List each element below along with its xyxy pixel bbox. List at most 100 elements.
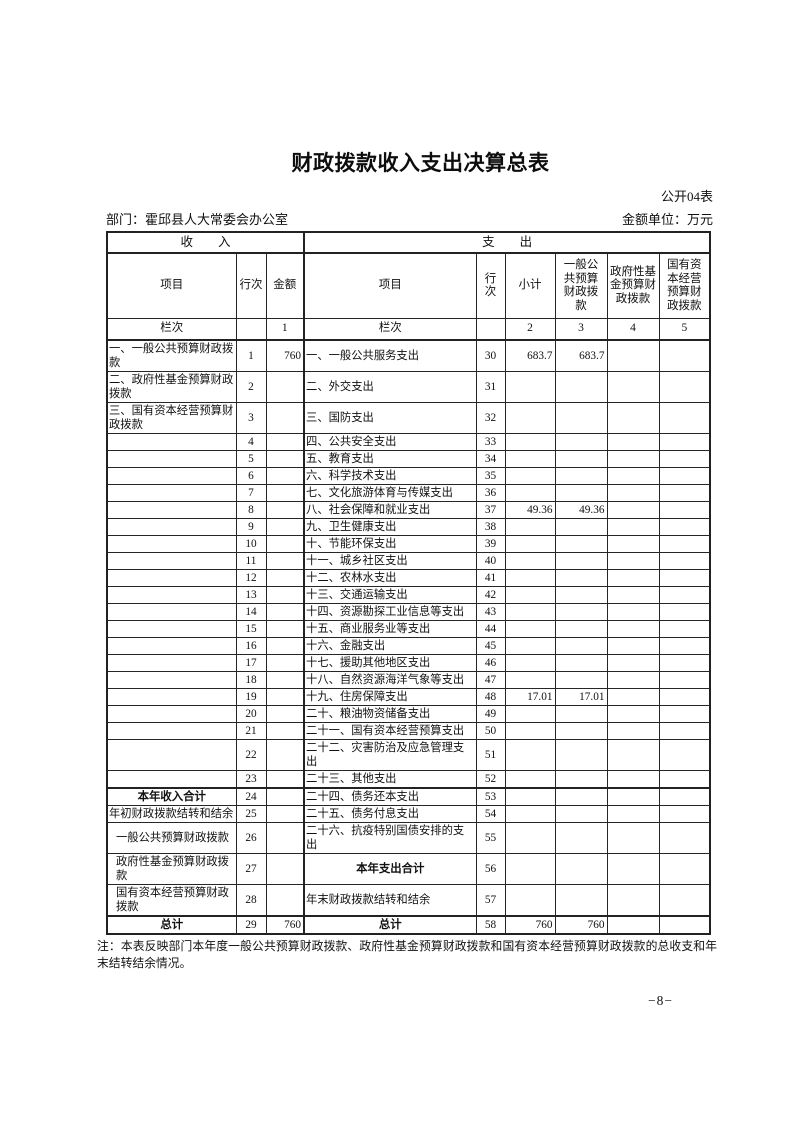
income-amount-cell [265,884,305,917]
general-budget-cell [554,450,608,468]
income-item-cell [106,535,237,553]
income-item-header: 项目 [106,252,237,319]
page-title: 财政拨款收入支出决算总表 [291,152,550,175]
subtotal-cell [504,620,556,638]
income-amount-cell [265,402,305,434]
table-row: 8 八、社会保障和就业支出 37 49.36 49.36 [106,501,711,519]
expense-item-cell: 八、社会保障和就业支出 [303,501,477,519]
table-container: 收 入 支 出 项目 行次 金额 项目 行 次 小计 一般公 共预算 财政拨 款… [97,231,717,971]
expense-item-cell: 十九、住房保障支出 [303,688,477,706]
income-item-cell [106,637,237,655]
table-row: 15 十五、商业服务业等支出 44 [106,620,711,638]
income-amount-cell [265,739,305,771]
table-row: 本年收入合计 24 二十四、债务还本支出 53 [106,787,711,806]
general-budget-cell [554,569,608,587]
income-amount-cell [265,518,305,536]
income-line-cell: 9 [235,518,267,536]
income-line-cell: 11 [235,552,267,570]
state-capital-cell [658,402,711,434]
expense-line-cell: 45 [475,637,506,655]
income-amount-cell [265,371,305,403]
income-amount-cell [265,787,305,806]
income-item-cell [106,450,237,468]
general-budget-cell [554,402,608,434]
state-capital-cell [658,569,711,587]
subtotal-cell [504,484,556,502]
income-line-cell: 21 [235,722,267,740]
income-line-cell: 15 [235,620,267,638]
income-line-cell: 29 [235,915,267,935]
gov-fund-cell [606,654,660,672]
income-item-cell: 本年收入合计 [106,787,237,806]
general-budget-cell: 760 [554,915,608,935]
income-item-cell [106,501,237,519]
expense-line-cell: 43 [475,603,506,621]
subtotal-cell [504,371,556,403]
expense-item-cell: 二十四、债务还本支出 [303,787,477,806]
income-item-cell [106,586,237,604]
income-item-cell: 三、国有资本经营预算财政拨款 [106,402,237,434]
table-row: 12 十二、农林水支出 41 [106,569,711,587]
state-capital-cell [658,535,711,553]
subtotal-cell [504,671,556,689]
income-line-cell: 18 [235,671,267,689]
expense-line-cell: 42 [475,586,506,604]
expense-item-cell: 七、文化旅游体育与传媒支出 [303,484,477,502]
state-capital-cell [658,371,711,403]
general-budget-cell [554,884,608,917]
income-amount-cell [265,722,305,740]
state-capital-cell [658,552,711,570]
gov-fund-cell [606,467,660,485]
table-row: 一、一般公共预算财政拨款 1 760 一、一般公共服务支出 30 683.7 683.7 [106,339,711,372]
expense-line-cell: 54 [475,805,506,823]
general-budget-cell [554,586,608,604]
form-code-label: 公开04表 [660,189,713,204]
income-item-cell [106,705,237,723]
table-row: 9 九、卫生健康支出 38 [106,518,711,536]
general-budget-cell [554,371,608,403]
state-capital-cell [658,433,711,451]
lanci-col-5: 5 [658,318,711,341]
income-line-cell: 5 [235,450,267,468]
table-row: 国有资本经营预算财政拨款 28 年末财政拨款结转和结余 57 [106,884,711,917]
department-label: 部门：霍邱县人大常委会办公室 [106,212,289,227]
general-budget-cell [554,853,608,885]
gov-fund-cell [606,915,660,935]
expense-item-cell: 十八、自然资源海洋气象等支出 [303,671,477,689]
general-budget-cell [554,654,608,672]
state-capital-cell [658,339,711,372]
expense-item-cell: 二十一、国有资本经营预算支出 [303,722,477,740]
income-line-cell: 7 [235,484,267,502]
income-line-cell: 6 [235,467,267,485]
gov-fund-cell [606,705,660,723]
income-item-cell: 总计 [106,915,237,935]
income-item-cell [106,620,237,638]
gov-fund-cell [606,770,660,789]
expense-line-cell: 52 [475,770,506,789]
subtotal-cell [504,853,556,885]
gov-fund-cell [606,484,660,502]
expense-line-cell: 49 [475,705,506,723]
general-budget-cell [554,739,608,771]
income-line-cell: 2 [235,371,267,403]
general-budget-cell [554,637,608,655]
gov-fund-cell [606,722,660,740]
general-budget-cell [554,770,608,789]
state-capital-cell [658,770,711,789]
expense-item-cell: 总计 [303,915,477,935]
general-budget-header: 一般公 共预算 财政拨 款 [554,252,608,319]
expense-line-cell: 33 [475,433,506,451]
income-amount-cell [265,501,305,519]
lanci-col-4: 4 [606,318,660,341]
table-row: 政府性基金预算财政拨款 27 本年支出合计 56 [106,853,711,885]
general-budget-cell [554,805,608,823]
income-line-cell: 22 [235,739,267,771]
income-line-cell: 8 [235,501,267,519]
table-row: 21 二十一、国有资本经营预算支出 50 [106,722,711,740]
expense-line-cell: 38 [475,518,506,536]
expense-item-cell: 五、教育支出 [303,450,477,468]
gov-fund-cell [606,739,660,771]
income-amount-cell [265,450,305,468]
gov-fund-cell [606,787,660,806]
expense-item-cell: 二十六、抗疫特别国债安排的支出 [303,822,477,854]
